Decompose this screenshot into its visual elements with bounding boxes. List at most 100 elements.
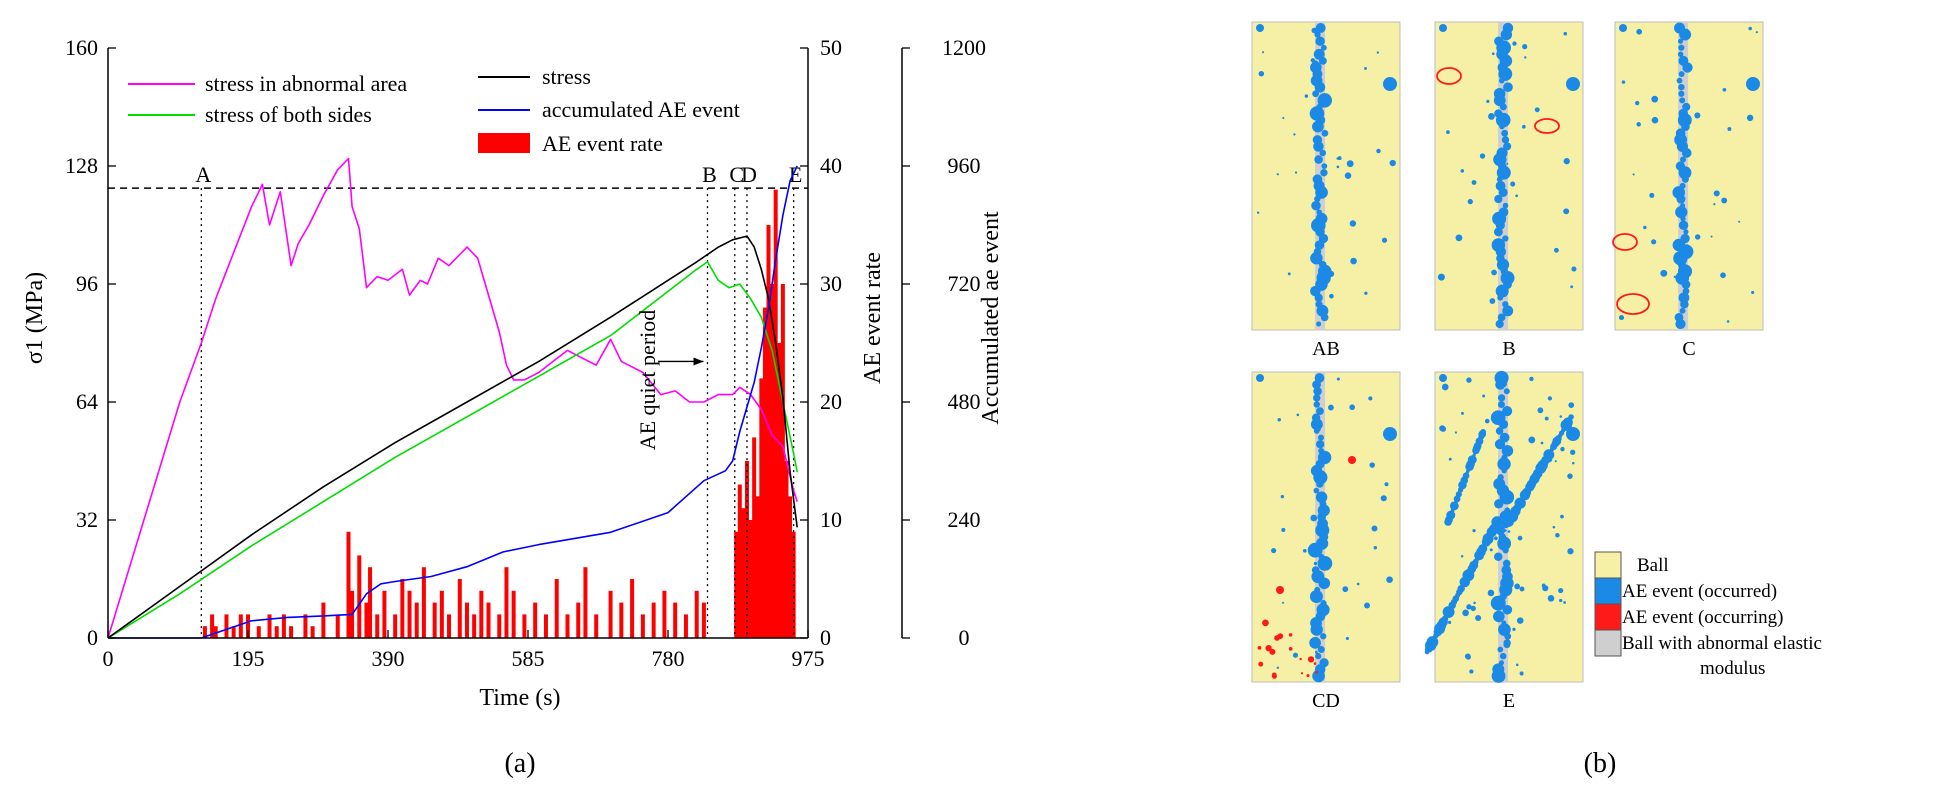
ae-event-occurred xyxy=(1517,535,1523,541)
ae-event-occurred xyxy=(1721,197,1728,204)
ae-event-occurred xyxy=(1495,112,1511,128)
ae-event-occurred xyxy=(1383,77,1397,91)
ae-event-occurred xyxy=(1320,313,1329,322)
ae-rate-bar xyxy=(457,579,462,638)
ae-event-occurring xyxy=(1257,645,1262,650)
ae-rate-bar xyxy=(289,626,294,638)
ae-event-occurred xyxy=(1566,77,1580,91)
ae-rate-bar xyxy=(755,496,760,638)
ae-event-occurred xyxy=(1316,427,1321,432)
ae-event-occurred xyxy=(1683,229,1689,235)
ae-event-occurred xyxy=(1681,175,1689,183)
ae-event-occurred xyxy=(1635,100,1640,106)
ae-event-occurred xyxy=(1312,120,1324,133)
ae-rate-bar xyxy=(759,378,764,638)
ae-event-occurred xyxy=(1470,605,1476,612)
y-tick-label-ae-rate: 30 xyxy=(820,271,842,296)
ae-event-occurred xyxy=(1528,436,1536,444)
ae-event-occurred xyxy=(1469,669,1474,674)
ae-event-occurred xyxy=(1313,48,1325,60)
x-tick-label: 975 xyxy=(792,646,825,671)
ae-event-occurring xyxy=(1315,671,1319,674)
ae-event-occurred xyxy=(1371,525,1378,532)
ae-event-occurred xyxy=(1256,24,1264,32)
ae-event-occurred xyxy=(1380,495,1387,502)
ae-event-occurred xyxy=(1381,237,1388,243)
ae-event-occurring xyxy=(1348,456,1356,464)
ae-event-occurred xyxy=(1462,609,1469,617)
series-line-stress xyxy=(107,235,798,639)
ae-event-occurred xyxy=(1568,402,1575,408)
ae-event-occurred xyxy=(1292,652,1299,658)
ae-event-occurred xyxy=(1500,271,1515,285)
ae-event-occurred xyxy=(1499,123,1505,130)
ae-event-occurred xyxy=(1679,307,1686,314)
ae-rate-bar xyxy=(267,614,272,638)
ae-event-occurred xyxy=(1455,234,1463,242)
ae-event-occurred xyxy=(1537,407,1544,414)
ae-event-occurred xyxy=(1293,133,1296,136)
legend-swatch-ae-rate xyxy=(478,133,530,153)
ae-event-occurred xyxy=(1727,127,1732,131)
ae-event-occurred xyxy=(1497,50,1505,57)
event-marker-label-e: E xyxy=(789,162,802,187)
ae-event-occurred xyxy=(1571,266,1577,272)
y-tick-label-left: 96 xyxy=(76,271,98,296)
ae-rate-bar xyxy=(357,555,362,638)
ae-event-occurred xyxy=(1506,162,1509,165)
ae-event-occurred xyxy=(1493,610,1505,623)
ae-event-occurred xyxy=(1673,275,1677,279)
ae-event-occurred xyxy=(1281,527,1286,532)
ae-event-occurred xyxy=(1287,272,1291,276)
ae-event-occurred xyxy=(1439,374,1447,382)
ae-event-occurred xyxy=(1315,653,1322,660)
ae-event-occurring xyxy=(1276,586,1284,594)
ae-event-occurred xyxy=(1312,60,1319,67)
ae-event-occurred xyxy=(1547,396,1553,401)
event-marker-label-d: D xyxy=(741,162,757,187)
ae-event-occurred xyxy=(1632,173,1635,176)
legend-occurred-label: AE event (occurred) xyxy=(1622,581,1777,602)
legend-label-ae-rate: AE event rate xyxy=(542,131,663,156)
ae-event-occurred xyxy=(1484,418,1490,424)
ae-rate-bar xyxy=(777,343,782,638)
ae-event-occurred xyxy=(1327,270,1335,278)
ae-event-occurring xyxy=(1288,633,1293,637)
ae-event-occurred xyxy=(1534,107,1540,113)
legend-ball-swatch xyxy=(1594,551,1622,579)
ae-event-occurred xyxy=(1499,103,1507,111)
ae-event-occurred xyxy=(1307,542,1323,558)
snapshot-ab: AB xyxy=(1251,21,1401,360)
ae-rate-bar xyxy=(274,626,279,638)
ae-event-occurred xyxy=(1383,427,1397,441)
ae-event-occurred xyxy=(1675,318,1686,330)
ae-rate-bar xyxy=(583,567,588,638)
ae-event-occurred xyxy=(1681,122,1690,131)
ae-event-occurred xyxy=(1681,280,1691,289)
ae-rate-bar xyxy=(533,602,538,638)
y-tick-label-left: 160 xyxy=(65,35,98,60)
ae-rate-bar xyxy=(662,590,667,638)
ae-event-occurred xyxy=(1258,70,1265,77)
ae-event-occurred xyxy=(1491,52,1495,56)
ae-event-occurred xyxy=(1316,321,1322,327)
ae-rate-bar xyxy=(651,602,656,638)
ae-event-occurred xyxy=(1494,439,1506,450)
ae-event-occurred xyxy=(1313,545,1317,549)
ae-event-occurred xyxy=(1493,536,1498,541)
ae-event-occurred xyxy=(1524,56,1527,59)
ae-event-occurred xyxy=(1502,406,1513,417)
ae-event-occurred xyxy=(1540,441,1544,445)
ae-event-occurred xyxy=(1568,414,1574,420)
ae-event-occurred xyxy=(1677,51,1684,58)
ae-event-occurred xyxy=(1498,67,1513,81)
ae-event-occurred xyxy=(1726,320,1730,323)
ae-event-occurred xyxy=(1563,158,1570,165)
ae-event-occurred xyxy=(1336,377,1340,381)
ae-event-occurred xyxy=(1337,156,1342,161)
ae-event-occurred xyxy=(1437,273,1445,281)
ae-event-occurred xyxy=(1364,291,1368,295)
ae-rate-bar xyxy=(382,590,387,638)
ae-event-occurred xyxy=(1503,388,1510,395)
ae-rate-bar xyxy=(748,520,753,638)
